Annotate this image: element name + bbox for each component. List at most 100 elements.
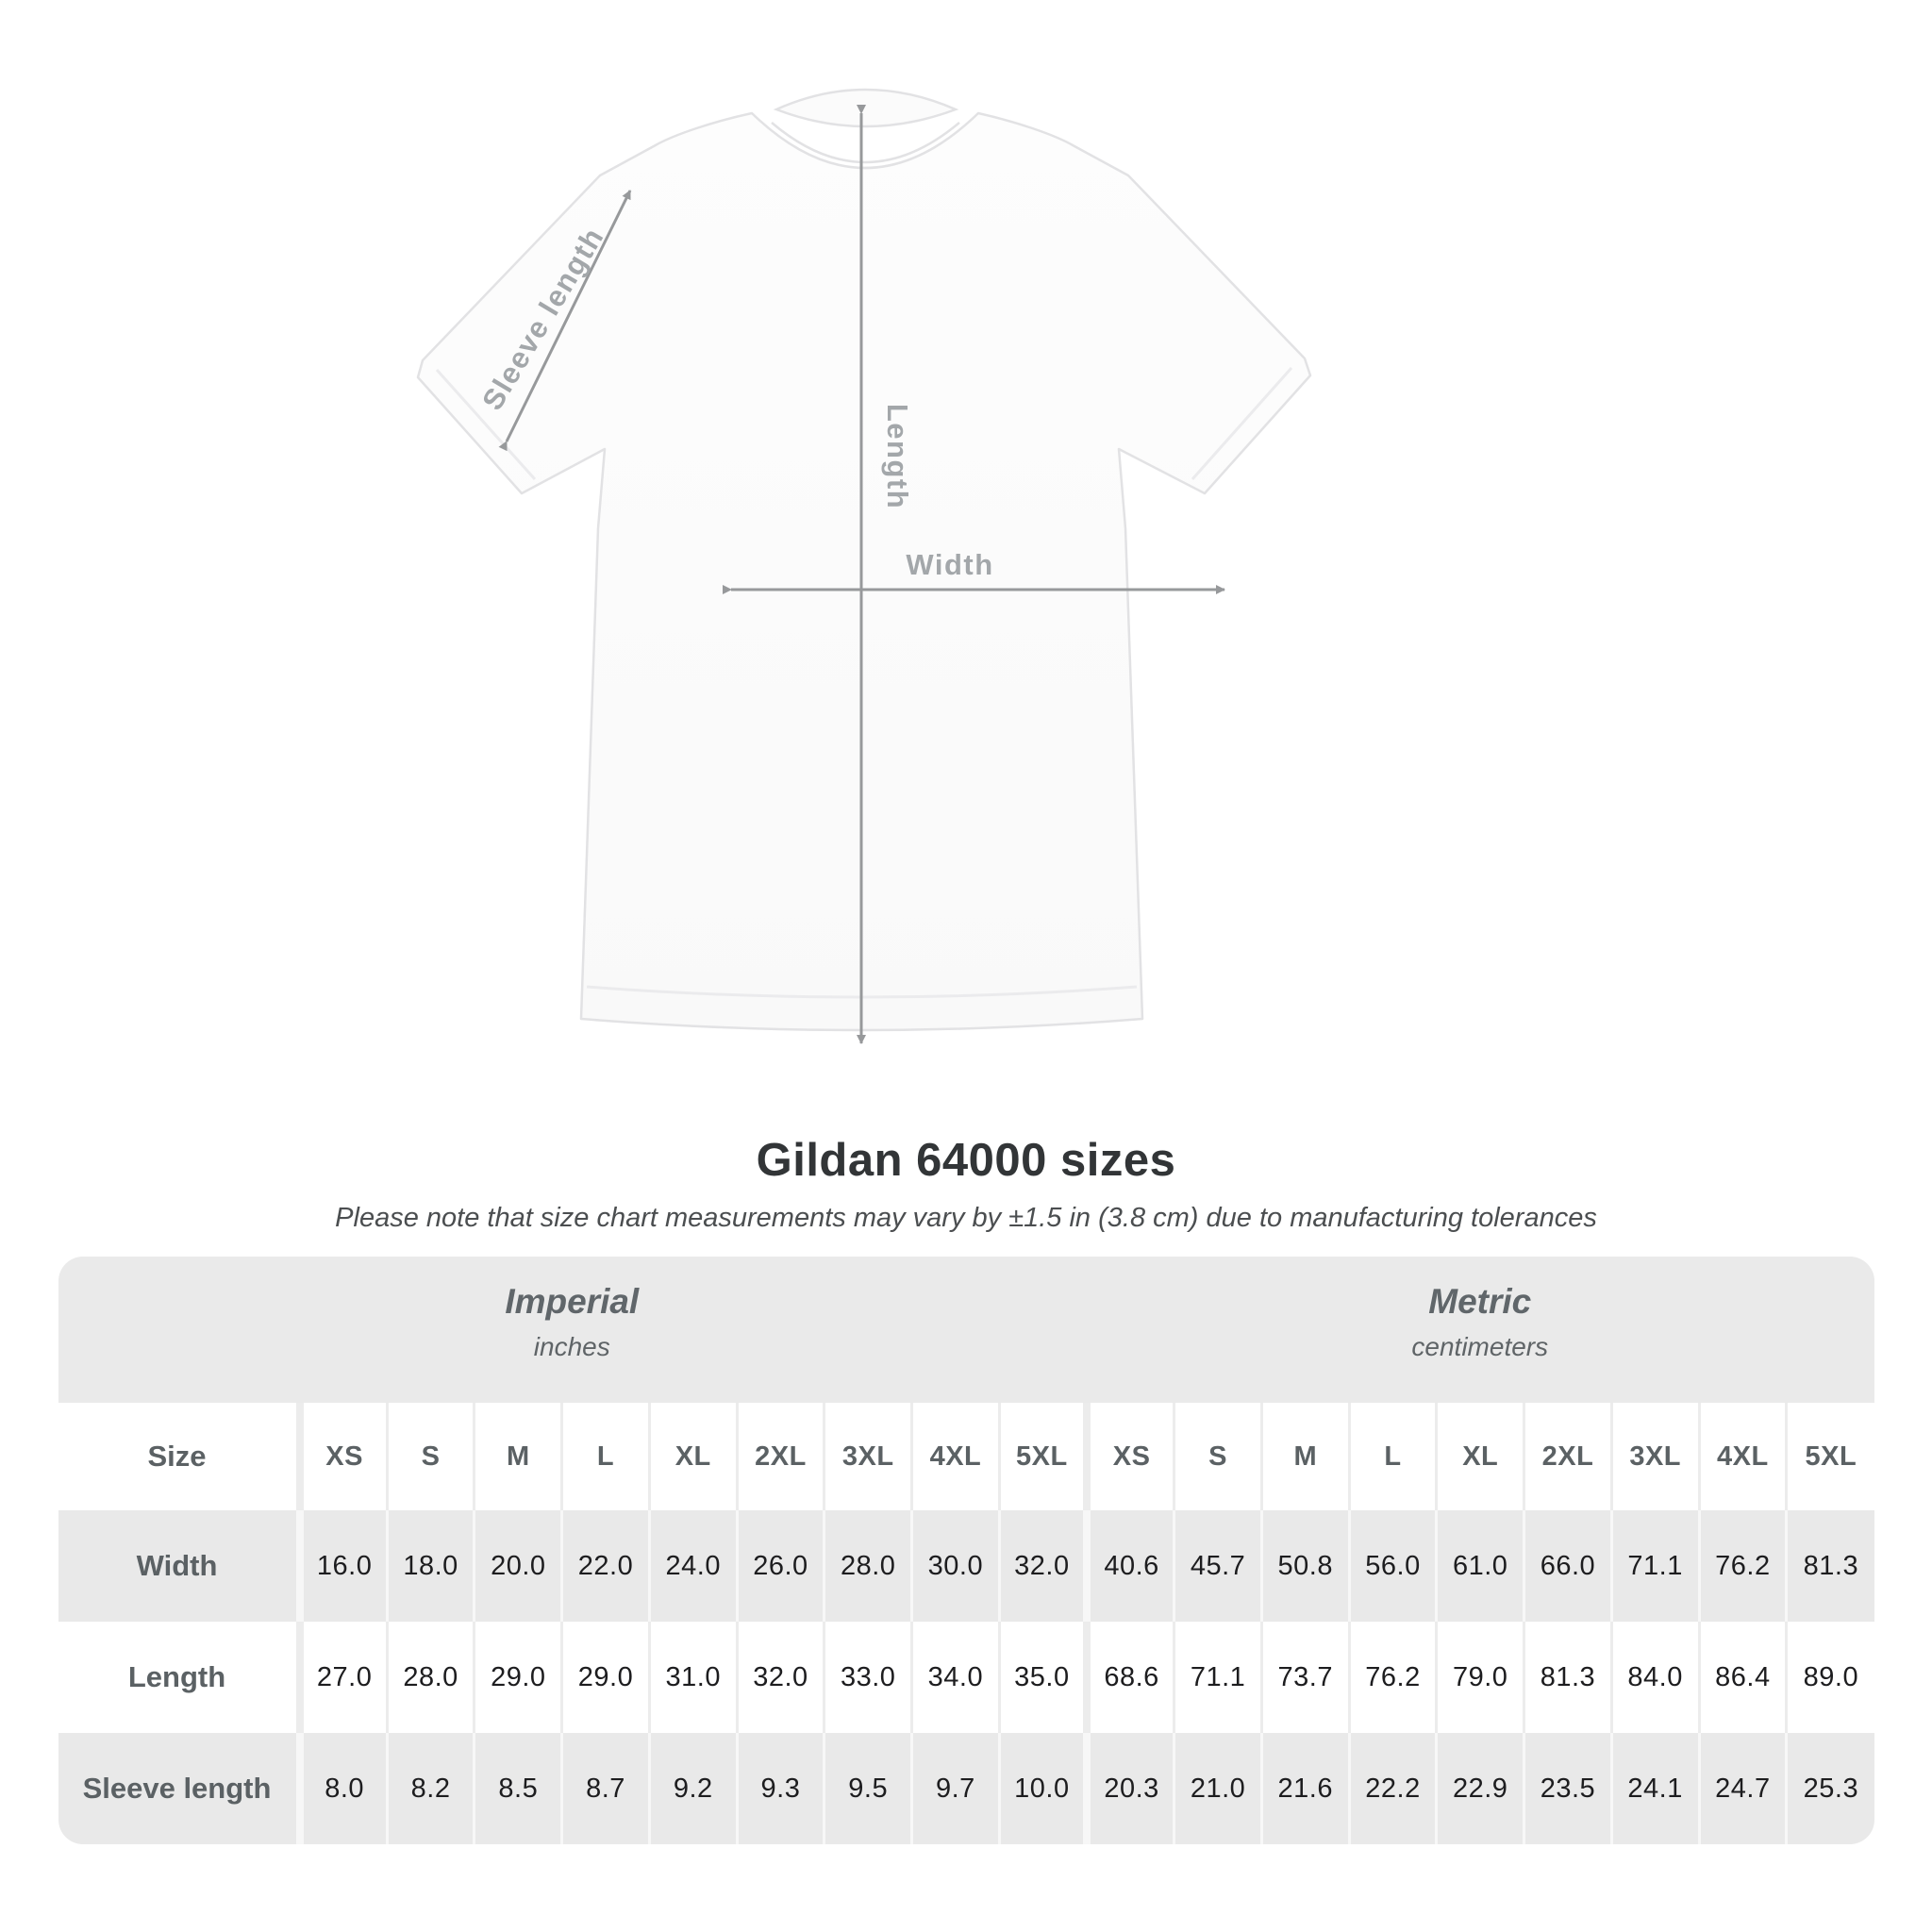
measurement-cell-metric-2xl: 81.3 (1523, 1622, 1612, 1733)
measurement-cell-imperial-3xl: 9.5 (823, 1733, 912, 1844)
measurement-cell-imperial-xs: 16.0 (295, 1510, 388, 1622)
measurement-cell-metric-s: 21.0 (1173, 1733, 1262, 1844)
size-header-metric-xs: XS (1082, 1403, 1174, 1510)
size-header-metric-l: L (1347, 1403, 1437, 1510)
measurement-cell-imperial-m: 20.0 (473, 1510, 562, 1622)
measurement-cell-metric-4xl: 86.4 (1697, 1622, 1787, 1733)
measurement-row-width: Width 16.0 18.0 20.0 22.0 24.0 26.0 28.0 30.0 32.… (58, 1510, 1874, 1622)
page-title: Gildan 64000 sizes (756, 1135, 1176, 1186)
measurement-cell-imperial-xs: 27.0 (295, 1622, 388, 1733)
metric-group-header: Metric centimeters (1086, 1257, 1874, 1403)
size-chart-card: Imperial inches Metric centimeters Size X… (58, 1257, 1874, 1844)
size-header-metric-2xl: 2XL (1523, 1403, 1612, 1510)
size-header-imperial-m: M (473, 1403, 562, 1510)
measurement-cell-metric-xl: 79.0 (1435, 1622, 1524, 1733)
imperial-group-header: Imperial inches (58, 1257, 1087, 1403)
measurement-cell-imperial-2xl: 32.0 (735, 1622, 824, 1733)
size-table-body: Size XS S M L XL 2XL 3XL 4XL 5XL XS S M L XL 2XL 3XL 4XL 5… (58, 1403, 1874, 1844)
measurement-cell-metric-2xl: 66.0 (1523, 1510, 1612, 1622)
unit-band: Imperial inches Metric centimeters (58, 1257, 1874, 1403)
measurement-cell-metric-s: 45.7 (1173, 1510, 1262, 1622)
tshirt-illustration (416, 88, 1312, 1044)
measurement-cell-metric-5xl: 81.3 (1785, 1510, 1874, 1622)
tolerance-note: Please note that size chart measurements… (335, 1203, 1597, 1233)
measurement-cell-imperial-xl: 31.0 (647, 1622, 738, 1733)
measurement-cell-imperial-5xl: 10.0 (997, 1733, 1087, 1844)
size-header-metric-xl: XL (1435, 1403, 1524, 1510)
measurement-cell-metric-4xl: 24.7 (1697, 1733, 1787, 1844)
measurement-cell-metric-l: 76.2 (1347, 1622, 1437, 1733)
measurement-cell-imperial-3xl: 33.0 (823, 1622, 912, 1733)
measurement-cell-imperial-4xl: 9.7 (910, 1733, 1000, 1844)
measurement-cell-imperial-m: 8.5 (473, 1733, 562, 1844)
measurement-cell-metric-m: 50.8 (1259, 1510, 1350, 1622)
row-label: Length (58, 1622, 300, 1733)
size-header-imperial-s: S (385, 1403, 475, 1510)
size-header-imperial-3xl: 3XL (823, 1403, 912, 1510)
measurement-cell-metric-3xl: 24.1 (1609, 1733, 1700, 1844)
size-header-imperial-l: L (560, 1403, 650, 1510)
measurement-cell-imperial-4xl: 30.0 (910, 1510, 1000, 1622)
sleeve-dimension-arrow (498, 190, 632, 452)
measurement-cell-imperial-3xl: 28.0 (823, 1510, 912, 1622)
shirt-right-sleeve-hem (1191, 367, 1293, 480)
measurement-cell-metric-4xl: 76.2 (1697, 1510, 1787, 1622)
size-column-label: Size (58, 1403, 300, 1510)
size-header-metric-m: M (1259, 1403, 1350, 1510)
measurement-cell-imperial-xl: 9.2 (647, 1733, 738, 1844)
measurement-cell-metric-l: 22.2 (1347, 1733, 1437, 1844)
shirt-left-sleeve-hem (435, 368, 537, 481)
imperial-unit: inches (533, 1332, 610, 1361)
size-header-metric-5xl: 5XL (1785, 1403, 1874, 1510)
measurement-cell-metric-m: 73.7 (1259, 1622, 1350, 1733)
length-label: Length (881, 403, 914, 510)
size-header-metric-3xl: 3XL (1609, 1403, 1700, 1510)
size-table: Size XS S M L XL 2XL 3XL 4XL 5XL XS S M L XL 2XL 3XL 4XL 5… (58, 1403, 1874, 1844)
measurement-cell-imperial-l: 29.0 (560, 1622, 650, 1733)
size-header-metric-s: S (1173, 1403, 1262, 1510)
measurement-cell-metric-xs: 20.3 (1082, 1733, 1174, 1844)
metric-title: Metric (1428, 1282, 1532, 1321)
measurement-cell-imperial-l: 8.7 (560, 1733, 650, 1844)
width-label: Width (906, 548, 994, 581)
size-header-imperial-2xl: 2XL (735, 1403, 824, 1510)
measurement-cell-imperial-s: 28.0 (385, 1622, 475, 1733)
measurement-cell-imperial-xs: 8.0 (295, 1733, 388, 1844)
size-header-imperial-4xl: 4XL (910, 1403, 1000, 1510)
size-header-imperial-xl: XL (647, 1403, 738, 1510)
measurement-cell-imperial-m: 29.0 (473, 1622, 562, 1733)
measurement-cell-imperial-5xl: 32.0 (997, 1510, 1087, 1622)
row-label: Sleeve length (58, 1733, 300, 1844)
measurement-cell-imperial-2xl: 9.3 (735, 1733, 824, 1844)
measurement-cell-metric-xs: 40.6 (1082, 1510, 1174, 1622)
shirt-back-collar (773, 88, 959, 128)
measurement-cell-metric-5xl: 89.0 (1785, 1622, 1874, 1733)
shirt-diagram: Sleeve length Length Width (416, 88, 1312, 1044)
measurement-cell-metric-5xl: 25.3 (1785, 1733, 1874, 1844)
measurement-cell-imperial-xl: 24.0 (647, 1510, 738, 1622)
measurement-cell-imperial-5xl: 35.0 (997, 1622, 1087, 1733)
size-header-row: Size XS S M L XL 2XL 3XL 4XL 5XL XS S M L XL 2XL 3XL 4XL 5… (58, 1403, 1874, 1510)
measurement-cell-imperial-l: 22.0 (560, 1510, 650, 1622)
measurement-cell-metric-xl: 22.9 (1435, 1733, 1524, 1844)
measurement-row-length: Length 27.0 28.0 29.0 29.0 31.0 32.0 33.0 34.0 35… (58, 1622, 1874, 1733)
measurement-cell-metric-l: 56.0 (1347, 1510, 1437, 1622)
measurement-cell-imperial-4xl: 34.0 (910, 1622, 1000, 1733)
size-header-imperial-xs: XS (295, 1403, 388, 1510)
metric-unit: centimeters (1411, 1332, 1549, 1361)
measurement-cell-imperial-2xl: 26.0 (735, 1510, 824, 1622)
measurement-cell-metric-3xl: 84.0 (1609, 1622, 1700, 1733)
measurement-cell-metric-xs: 68.6 (1082, 1622, 1174, 1733)
measurement-cell-metric-2xl: 23.5 (1523, 1733, 1612, 1844)
row-label: Width (58, 1510, 300, 1622)
measurement-cell-imperial-s: 18.0 (385, 1510, 475, 1622)
measurement-row-sleeve-length: Sleeve length 8.0 8.2 8.5 8.7 9.2 9.3 9.5 9.7 10.… (58, 1733, 1874, 1844)
measurement-cell-metric-xl: 61.0 (1435, 1510, 1524, 1622)
imperial-title: Imperial (505, 1282, 640, 1321)
size-header-imperial-5xl: 5XL (997, 1403, 1087, 1510)
shirt-body (416, 111, 1312, 1032)
measurement-cell-metric-3xl: 71.1 (1609, 1510, 1700, 1622)
measurement-cell-metric-s: 71.1 (1173, 1622, 1262, 1733)
measurement-cell-imperial-s: 8.2 (385, 1733, 475, 1844)
